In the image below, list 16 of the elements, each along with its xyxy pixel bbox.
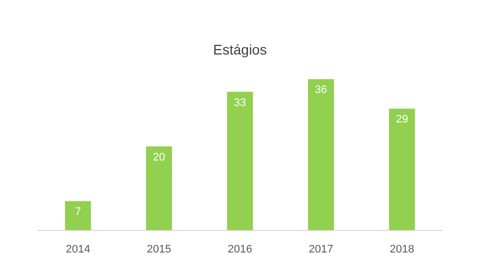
- x-tick-label: 2017: [308, 244, 334, 256]
- data-label: 29: [396, 114, 408, 126]
- data-label: 36: [314, 84, 328, 96]
- data-label: 33: [234, 96, 246, 109]
- bar: [65, 201, 91, 230]
- bar: [227, 92, 253, 230]
- bar: [308, 79, 334, 230]
- x-tick-label: 2016: [228, 244, 252, 256]
- bar: [146, 146, 172, 230]
- x-tick-label: 2015: [146, 244, 172, 256]
- x-tick-label: 2014: [66, 244, 90, 256]
- chart-title: Estágios: [213, 42, 267, 58]
- x-tick-label: 2018: [390, 244, 414, 256]
- data-label: 7: [74, 206, 82, 218]
- data-label: 20: [152, 151, 166, 164]
- bar: [389, 108, 415, 230]
